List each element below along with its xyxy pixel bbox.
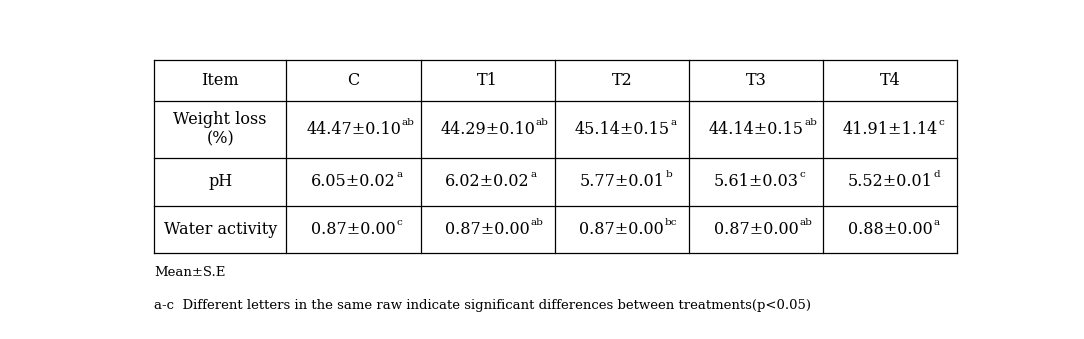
Text: 5.77±0.01: 5.77±0.01 <box>579 174 664 191</box>
Text: b: b <box>666 171 672 179</box>
Text: 6.05±0.02: 6.05±0.02 <box>311 174 396 191</box>
Text: 41.91±1.14: 41.91±1.14 <box>842 121 938 138</box>
Text: a: a <box>531 171 537 179</box>
Text: 45.14±0.15: 45.14±0.15 <box>575 121 670 138</box>
Text: a: a <box>670 118 676 127</box>
Text: 0.87±0.00: 0.87±0.00 <box>713 221 798 238</box>
Text: 6.02±0.02: 6.02±0.02 <box>446 174 530 191</box>
Text: 44.47±0.10: 44.47±0.10 <box>306 121 401 138</box>
Text: T2: T2 <box>611 72 632 89</box>
Text: d: d <box>933 171 940 179</box>
Text: T4: T4 <box>880 72 901 89</box>
Text: ab: ab <box>531 218 544 227</box>
Text: a-c  Different letters in the same raw indicate significant differences between : a-c Different letters in the same raw in… <box>154 299 811 312</box>
Text: ab: ab <box>402 118 415 127</box>
Text: Weight loss
(%): Weight loss (%) <box>173 111 267 147</box>
Text: Mean±S.E: Mean±S.E <box>154 266 225 279</box>
Text: c: c <box>397 218 402 227</box>
Text: C: C <box>348 72 360 89</box>
Text: 0.87±0.00: 0.87±0.00 <box>446 221 530 238</box>
Text: bc: bc <box>664 218 678 227</box>
Text: ab: ab <box>804 118 817 127</box>
Text: 0.87±0.00: 0.87±0.00 <box>311 221 396 238</box>
Text: Water activity: Water activity <box>164 221 276 238</box>
Text: T3: T3 <box>746 72 766 89</box>
Text: T1: T1 <box>477 72 499 89</box>
Text: ab: ab <box>799 218 812 227</box>
Text: 5.52±0.01: 5.52±0.01 <box>848 174 932 191</box>
Text: ab: ab <box>535 118 549 127</box>
Text: 0.87±0.00: 0.87±0.00 <box>580 221 664 238</box>
Text: 44.29±0.10: 44.29±0.10 <box>440 121 535 138</box>
Text: c: c <box>799 171 805 179</box>
Text: pH: pH <box>208 174 232 191</box>
Text: Item: Item <box>202 72 240 89</box>
Text: 5.61±0.03: 5.61±0.03 <box>713 174 799 191</box>
Text: 0.88±0.00: 0.88±0.00 <box>848 221 932 238</box>
Text: c: c <box>939 118 944 127</box>
Text: 44.14±0.15: 44.14±0.15 <box>709 121 803 138</box>
Text: a: a <box>933 218 940 227</box>
Text: a: a <box>397 171 403 179</box>
